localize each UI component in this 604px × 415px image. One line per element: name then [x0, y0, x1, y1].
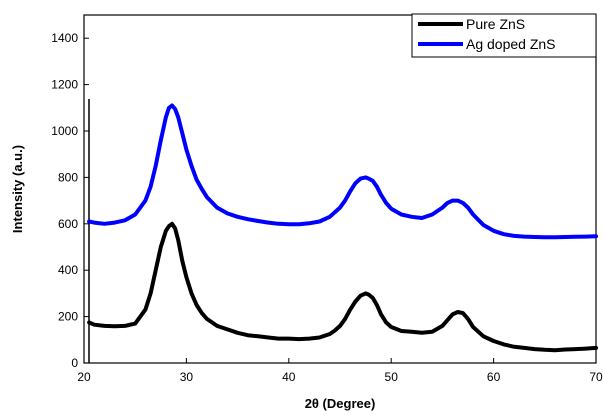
x-tick-label: 60	[487, 370, 501, 384]
plot-frame	[83, 14, 597, 364]
x-tick-label: 70	[589, 370, 603, 384]
y-tick-label: 600	[58, 217, 78, 231]
y-tick-label: 800	[58, 170, 78, 184]
y-tick-label: 0	[71, 356, 78, 370]
x-tick-label: 50	[385, 370, 399, 384]
series-line-ag-doped-zns	[87, 103, 598, 240]
y-tick-label: 200	[58, 310, 78, 324]
legend: Pure ZnS Ag doped ZnS	[411, 13, 597, 58]
series-layer	[87, 103, 598, 353]
legend-box	[411, 13, 597, 58]
y-tick-label: 1200	[51, 78, 78, 92]
legend-label-ag-doped-zns: Ag doped ZnS	[466, 36, 556, 52]
y-axis-title: Intensity (a.u.)	[10, 145, 25, 233]
x-tick-label: 30	[180, 370, 194, 384]
y-ticks: 0 200 400 600 800 1000 1200 1400	[51, 31, 89, 370]
y-tick-label: 400	[58, 263, 78, 277]
series-line-pure-zns	[87, 221, 598, 353]
x-axis-title: 2θ (Degree)	[305, 396, 376, 411]
plot-area: 20 30 40 50 60 70 0 200 400 600 800 1000 1200 1400	[51, 14, 603, 384]
x-tick-label: 40	[282, 370, 296, 384]
x-tick-label: 20	[77, 370, 91, 384]
y-tick-label: 1400	[51, 31, 78, 45]
y-tick-label: 1000	[51, 124, 78, 138]
x-ticks: 20 30 40 50 60 70	[77, 358, 603, 384]
legend-label-pure-zns: Pure ZnS	[466, 16, 525, 32]
